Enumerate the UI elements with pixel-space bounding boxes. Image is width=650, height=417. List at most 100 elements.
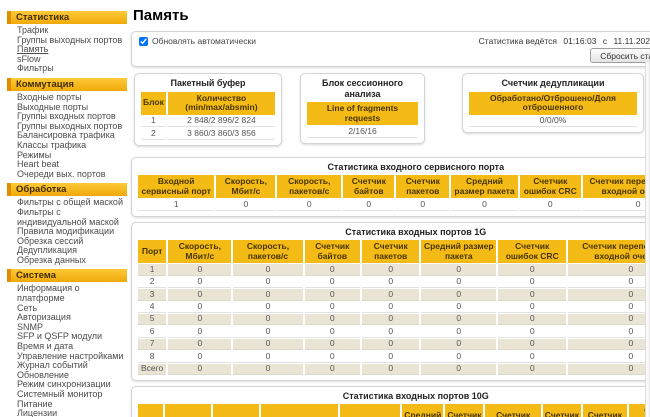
value-cell: 0 (362, 301, 420, 313)
column-header: Порт (138, 240, 167, 264)
value-cell: 0 (233, 276, 303, 289)
value-cell: 0 (421, 351, 497, 363)
sidebar-item[interactable]: Группы выходных портов (17, 120, 123, 131)
column-header: Счетчик переполнений входной очереди (568, 240, 650, 264)
table-title: Счетчик дедупликации (501, 78, 605, 88)
column-header: Скорость, Мбит/с (168, 240, 232, 264)
column-header: Скорость, пакетов/с (277, 175, 342, 199)
value-cell: 0 (168, 314, 232, 326)
value-cell: 0 (362, 276, 420, 289)
sidebar-item[interactable]: Классы трафика (17, 139, 87, 150)
sidebar-item[interactable]: Режим синхронизации (17, 379, 111, 390)
value-cell: 0 (421, 363, 497, 375)
value-cell: 0 (396, 199, 450, 211)
value-cell: 0 (421, 314, 497, 326)
value-cell: 0 (362, 264, 420, 276)
value-cell: 0 (168, 338, 232, 351)
sidebar-item[interactable]: Обрезка сессий (17, 235, 84, 246)
sidebar-item[interactable]: Фильтры (17, 63, 54, 74)
reset-statistics-button[interactable]: Сбросить статистику (590, 48, 650, 63)
ports-1g-table: Порт Скорость, Мбит/с Скорость, пакетов/с С… (136, 239, 650, 376)
sidebar-item[interactable]: Фильтры с индивидуальной маской (17, 206, 119, 227)
sidebar-item[interactable]: Входные порты (17, 91, 82, 102)
summary-cards-row: Пакетный буфер Блок Количество (min/max/a… (131, 73, 650, 151)
sidebar-item[interactable]: Группы входных портов (17, 111, 116, 122)
sidebar-item[interactable]: Системный монитор (17, 389, 103, 399)
value-cell: 0 (568, 264, 650, 276)
sidebar-item[interactable]: SFP и QSFP модули (17, 331, 103, 342)
column-header: Счетчик пакетов <64байт (542, 404, 581, 417)
sidebar-item[interactable]: Фильтры с общей маской (17, 197, 123, 208)
value-cell: 0 (568, 289, 650, 301)
column-header: Счетчик пакетов >16КБайт (582, 404, 627, 417)
stats-status-label: Статистика ведётся (478, 36, 557, 46)
value-cell: 0 (498, 314, 567, 326)
value-cell: 0 (362, 338, 420, 351)
value-cell: 0 (304, 314, 361, 326)
value-cell: 0 (304, 301, 361, 313)
session-analysis-table: Line of fragments requests 2/16/16 (305, 101, 420, 139)
sidebar-item[interactable]: Информация о платформе (17, 283, 80, 304)
value-cell: 0 (168, 363, 232, 375)
auto-refresh-control[interactable]: Обновлять автоматически (139, 36, 256, 46)
sidebar-item[interactable]: Правила модификации (17, 226, 115, 237)
sidebar-section-title: Коммутация (7, 77, 127, 91)
value-cell: 0 (343, 199, 395, 211)
column-header: Средний размер пакета (402, 404, 444, 417)
value-cell: 0 (304, 363, 361, 375)
value-cell: 0 (304, 289, 361, 301)
sidebar-item[interactable]: Время и дата (17, 341, 74, 352)
sidebar-item[interactable]: Heart beat (17, 159, 60, 170)
ports-1g-card: Статистика входных портов 1G Порт Скорост… (131, 221, 650, 381)
status-bar: Обновлять автоматически Статистика ведёт… (131, 31, 650, 67)
scrollbar[interactable] (645, 62, 650, 417)
column-header: Счетчик пакетов (396, 175, 450, 199)
value-cell: 0 (421, 289, 497, 301)
sidebar-item[interactable]: Питание (17, 398, 53, 409)
row-label-cell: 2 (138, 276, 167, 289)
sidebar-item[interactable]: Выходные порты (17, 101, 89, 112)
sidebar-item[interactable]: Обрезка данных (17, 254, 86, 265)
value-cell: 0 (498, 351, 567, 363)
table-title: Блок сессионного анализа (322, 78, 403, 99)
sidebar-item[interactable]: Журнал событий (17, 360, 88, 371)
row-label-cell: 8 (138, 351, 167, 363)
sidebar-item[interactable]: Дедупликация (17, 245, 78, 256)
sidebar-item[interactable]: Балансировка трафика (17, 130, 115, 141)
value-cell: 0 (304, 276, 361, 289)
sidebar-item[interactable]: SNMP (17, 321, 44, 332)
sidebar-item[interactable]: Обновление (17, 369, 69, 380)
table-header-row: Входной сервисный порт Скорость, Мбит/с Ск… (138, 175, 650, 199)
value-cell: 0 (168, 351, 232, 363)
column-header: Скорость, пакетов/с (212, 404, 260, 417)
value-cell: 0 (498, 276, 567, 289)
column-header: Скорость, Мбит/с (216, 175, 276, 199)
value-cell: 0 (233, 314, 303, 326)
sidebar-item[interactable]: Память (17, 44, 49, 55)
column-header: Количество (min/max/absmin) (167, 91, 275, 115)
column-header: Счетчик пакетов (362, 240, 420, 264)
sidebar-item[interactable]: Очереди вых. портов (17, 168, 106, 179)
value-cell: 0 (233, 351, 303, 363)
session-analysis-card: Блок сессионного анализа Line of fragmen… (300, 73, 425, 144)
column-header: Счетчик потерянных пакетов (485, 404, 541, 417)
table-header-row: Обработано/Отброшено/Доля отброшенного (469, 91, 637, 115)
value-cell: 0 (498, 301, 567, 313)
sidebar-item[interactable]: Трафик (17, 25, 49, 35)
auto-refresh-checkbox[interactable] (139, 36, 148, 46)
dedup-counter-table: Обработано/Отброшено/Доля отброшенного 0/… (467, 91, 639, 129)
sidebar-item[interactable]: Авторизация (17, 312, 71, 323)
sidebar-item[interactable]: Управление настройками (17, 350, 124, 361)
sidebar-item[interactable]: Сеть (17, 302, 38, 313)
sidebar-item[interactable]: Режимы (17, 149, 52, 160)
sidebar-item[interactable]: Группы выходных портов (17, 34, 123, 45)
value-cell: 0 (421, 338, 497, 351)
value-cell: 0 (568, 314, 650, 326)
sidebar-item[interactable]: Лицензии (17, 408, 58, 417)
sidebar-item[interactable]: sFlow (17, 53, 41, 64)
